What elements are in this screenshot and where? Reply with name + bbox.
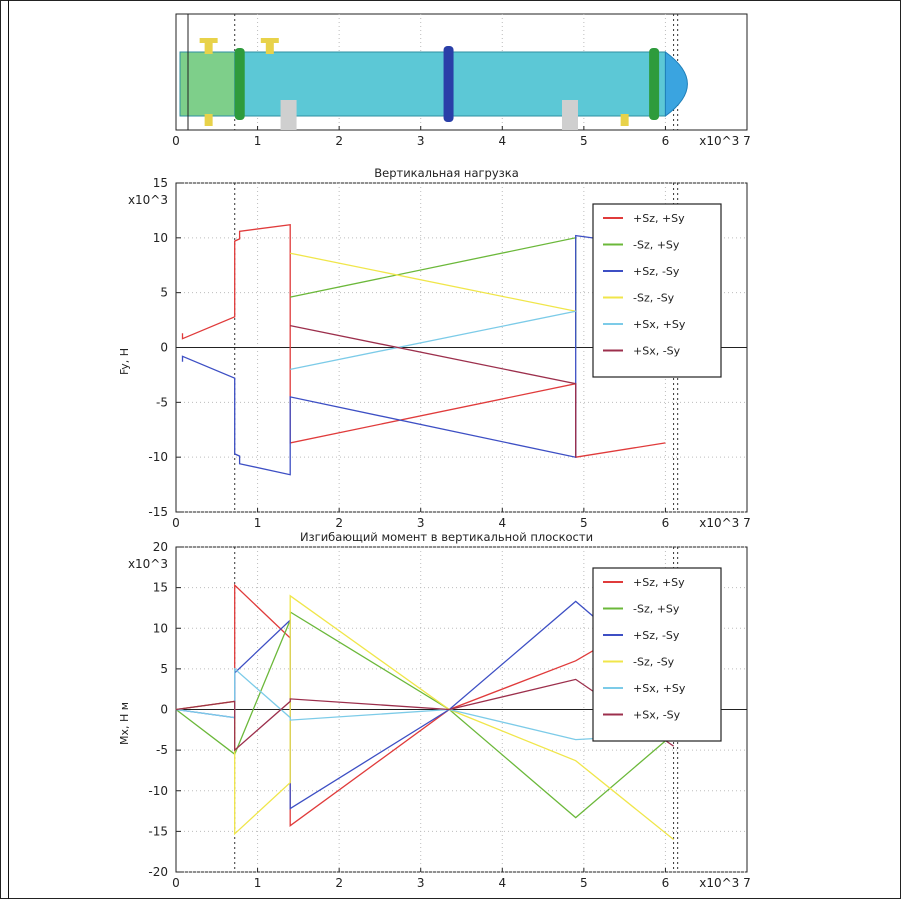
x-tick-label: 7 xyxy=(743,516,751,530)
y-multiplier-label: x10^3 xyxy=(128,193,168,207)
y-tick-label: -5 xyxy=(156,395,168,409)
y-tick-label: -15 xyxy=(148,505,168,519)
x-tick-label: 6 xyxy=(662,516,670,530)
chart-panel-1 xyxy=(175,13,748,131)
x-tick-label: 7 xyxy=(743,876,751,890)
x-tick-label: 4 xyxy=(498,876,506,890)
legend-entry-label: -Sz, +Sy xyxy=(633,239,680,252)
nozzle-bottom xyxy=(204,114,213,126)
y-axis-label: Mx, Н м xyxy=(118,702,131,745)
x-tick-label: 4 xyxy=(498,134,506,148)
x-tick-label: 3 xyxy=(417,134,425,148)
y-tick-label: 0 xyxy=(160,341,168,355)
legend-entry-label: +Sz, +Sy xyxy=(633,576,685,589)
y-tick-label: 20 xyxy=(153,540,168,554)
nozzle-top-flange xyxy=(199,38,218,43)
vessel-shell xyxy=(179,51,666,117)
x-tick-label: 2 xyxy=(335,516,343,530)
x-tick-label: 7 xyxy=(743,134,751,148)
y-tick-label: 5 xyxy=(160,286,168,300)
nozzle-top xyxy=(265,40,274,54)
chart-title: Изгибающий момент в вертикальной плоскос… xyxy=(300,530,593,544)
x-tick-label: 0 xyxy=(172,876,180,890)
x-tick-label: 0 xyxy=(172,516,180,530)
x-tick-label: 3 xyxy=(417,516,425,530)
chart-panel-2 xyxy=(175,182,748,513)
nozzle-bottom xyxy=(620,114,629,126)
y-tick-label: 5 xyxy=(160,662,168,676)
y-tick-label: 0 xyxy=(160,703,168,717)
y-tick-label: -10 xyxy=(148,450,168,464)
x-tick-label: 1 xyxy=(254,516,262,530)
y-axis-label: Fy, Н xyxy=(118,348,131,375)
head-flange xyxy=(649,48,660,120)
nozzle-top-flange xyxy=(260,38,279,43)
y-tick-label: -10 xyxy=(148,784,168,798)
series-line-4 xyxy=(290,252,576,312)
legend-entry-label: -Sz, -Sy xyxy=(633,656,675,669)
x-tick-label: 5 xyxy=(580,516,588,530)
x-multiplier-label: x10^3 xyxy=(699,134,739,148)
legend-entry-label: -Sz, +Sy xyxy=(633,603,680,616)
x-multiplier-label: x10^3 xyxy=(699,876,739,890)
vessel-channel xyxy=(179,51,236,117)
x-tick-label: 2 xyxy=(335,876,343,890)
x-tick-label: 6 xyxy=(662,134,670,148)
x-tick-label: 4 xyxy=(498,516,506,530)
y-tick-label: 15 xyxy=(153,581,168,595)
series-line-5 xyxy=(290,310,576,371)
y-multiplier-label: x10^3 xyxy=(128,557,168,571)
legend-entry-label: +Sx, +Sy xyxy=(633,682,686,695)
series-line-6 xyxy=(290,324,577,458)
legend-entry-label: +Sz, -Sy xyxy=(633,629,680,642)
nozzle-top xyxy=(204,40,213,54)
saddle-support xyxy=(280,100,297,130)
x-tick-label: 1 xyxy=(254,134,262,148)
legend-entry-label: +Sx, +Sy xyxy=(633,318,686,331)
legend-box xyxy=(592,567,722,742)
chart-panel-3 xyxy=(175,546,748,873)
y-tick-label: -5 xyxy=(156,743,168,757)
frame-left-rule xyxy=(8,0,9,899)
legend-entry-label: -Sz, -Sy xyxy=(633,292,675,305)
x-tick-label: 1 xyxy=(254,876,262,890)
saddle-support xyxy=(561,100,578,130)
vessel-head xyxy=(664,51,688,117)
legend-entry-label: +Sx, -Sy xyxy=(633,709,681,722)
x-tick-label: 2 xyxy=(335,134,343,148)
y-tick-label: 15 xyxy=(153,176,168,190)
x-tick-label: 3 xyxy=(417,876,425,890)
y-tick-label: -15 xyxy=(148,824,168,838)
legend-entry-label: +Sz, -Sy xyxy=(633,265,680,278)
x-tick-label: 5 xyxy=(580,876,588,890)
y-tick-label: -20 xyxy=(148,865,168,879)
x-tick-label: 0 xyxy=(172,134,180,148)
y-tick-label: 10 xyxy=(153,231,168,245)
x-tick-label: 5 xyxy=(580,134,588,148)
x-multiplier-label: x10^3 xyxy=(699,516,739,530)
channel-flange xyxy=(234,48,245,120)
legend-entry-label: +Sx, -Sy xyxy=(633,345,681,358)
series-line-6 xyxy=(175,678,674,752)
x-tick-label: 6 xyxy=(662,876,670,890)
middle-flange xyxy=(443,46,454,122)
y-tick-label: 10 xyxy=(153,621,168,635)
chart-title: Вертикальная нагрузка xyxy=(374,166,519,180)
legend-entry-label: +Sz, +Sy xyxy=(633,212,685,225)
legend-box xyxy=(592,203,722,378)
